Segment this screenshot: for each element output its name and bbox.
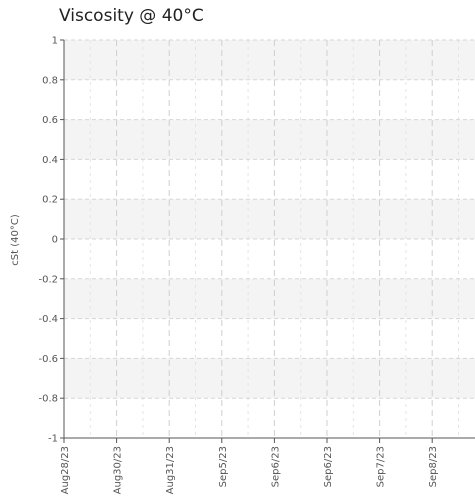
- x-tick-labels: Aug28/23 Aug30/23 Aug31/23 Sep5/23 Sep6/23 Se…: [60, 446, 439, 494]
- y-tick-labels: 1 0.8 0.6 0.4 0.2 0 -0.2 -0.4 -0.6 -0.8 -1: [38, 36, 58, 445]
- grid-band: [64, 278, 475, 319]
- grid-band: [64, 199, 475, 239]
- chart-title: Viscosity @ 40°C: [59, 6, 204, 26]
- x-tick-label: Sep7/23: [376, 446, 387, 487]
- x-tick-label: Sep6/23: [270, 446, 281, 487]
- grid-band: [64, 40, 475, 80]
- axes: [60, 39, 475, 443]
- x-tick-label: Sep5/23: [218, 446, 229, 487]
- y-tick-label: 0: [52, 235, 58, 246]
- y-tick-label: 0.8: [42, 75, 58, 86]
- y-tick-label: 1: [52, 36, 58, 47]
- x-tick-label: Aug31/23: [165, 446, 176, 494]
- y-tick-label: -0.2: [38, 274, 58, 285]
- y-tick-label: 0.6: [42, 115, 58, 126]
- y-axis-label: cSt (40°C): [10, 214, 21, 266]
- x-tick-label: Sep6/23: [323, 446, 334, 487]
- grid-band: [64, 358, 475, 399]
- grid-band: [64, 119, 475, 160]
- alternating-bands: [64, 40, 475, 399]
- y-tick-label: -0.4: [38, 314, 58, 325]
- y-tick-label: 0.4: [42, 155, 58, 166]
- y-tick-label: -0.8: [38, 394, 58, 405]
- y-tick-label: -1: [48, 434, 58, 445]
- y-tick-label: -0.6: [38, 354, 58, 365]
- x-tick-label: Aug28/23: [60, 446, 71, 494]
- y-tick-label: 0.2: [42, 195, 58, 206]
- x-tick-label: Aug30/23: [113, 446, 124, 494]
- x-tick-label: Sep8/23: [428, 446, 439, 487]
